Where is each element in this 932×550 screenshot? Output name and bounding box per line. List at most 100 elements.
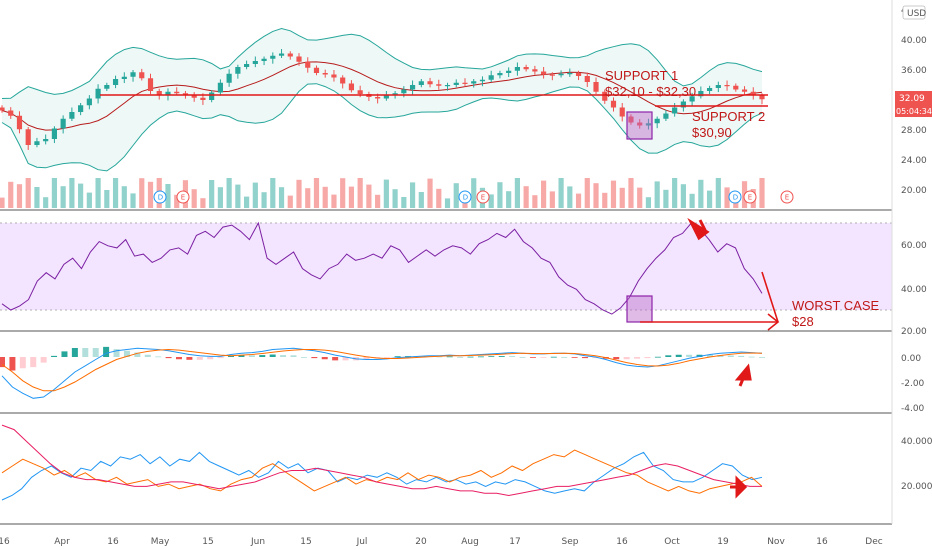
macd-hist-bar (228, 355, 235, 357)
macd-hist-bar (144, 354, 151, 357)
time-tick: May (151, 537, 170, 547)
macd-hist-bar (696, 354, 703, 357)
support-2-value: $30,90 (692, 125, 732, 140)
last-price-tag (895, 91, 932, 104)
volume-bar (313, 178, 320, 208)
price-highlight-box (626, 111, 653, 140)
volume-bar (366, 184, 372, 208)
price-tick: 28.00 (901, 126, 927, 136)
rsi-tick: 60.00 (901, 241, 927, 251)
volume-bar (331, 194, 337, 208)
macd-hist-bar (269, 354, 276, 357)
macd-hist-bar (706, 354, 713, 357)
candle-body (488, 75, 494, 80)
volume-bar (672, 178, 678, 208)
candle-body (619, 107, 625, 117)
candle-body (296, 56, 302, 62)
signal-series (1, 348, 763, 392)
dmi-right-arrow-icon (730, 475, 748, 499)
rsi-peak-arrow-icon (687, 217, 710, 241)
candle-body (252, 61, 258, 64)
event-badge[interactable]: D (153, 190, 167, 204)
volume-bar (610, 180, 617, 208)
worst-case-value: $28 (792, 314, 814, 329)
time-tick: 19 (717, 537, 729, 547)
macd-axis[interactable]: 0.00 -2.00 -4.00 (901, 354, 925, 414)
price-panel-bg (0, 0, 892, 210)
macd-hist-bar (123, 350, 130, 357)
time-axis[interactable]: 16 Apr 16 May 15 Jun 15 Jul 20 Aug 17 Sep 16 Oct 19 Nov… (0, 537, 883, 547)
event-badge[interactable]: E (780, 190, 794, 204)
candle-body (575, 73, 582, 76)
volume-bar (16, 184, 23, 208)
event-badge[interactable]: D (458, 190, 472, 204)
volume-bar (575, 193, 582, 208)
candle-body (654, 118, 660, 124)
candle-body (541, 71, 547, 75)
macd-hist-bar (582, 357, 589, 359)
worst-case-title: WORST CASE (792, 298, 879, 313)
volume-bar (602, 192, 608, 208)
volume-bar (663, 189, 669, 208)
currency-badge-bg (902, 5, 926, 20)
volume-bar (43, 197, 49, 208)
macd-hist-bar (665, 355, 672, 357)
macd-hist-bar (759, 357, 765, 358)
candle-body (340, 77, 346, 84)
worst-case-arrowhead (767, 313, 780, 331)
macd-hist-bar (321, 357, 328, 360)
price-tick: 36.00 (901, 66, 927, 76)
bb-upper (1, 27, 763, 99)
volume-bar (252, 182, 258, 208)
event-badge[interactable]: E (176, 190, 190, 204)
bb-lower (1, 83, 763, 172)
volume-bar (567, 186, 573, 208)
event-badge-ring (743, 190, 757, 204)
candle-body (637, 122, 643, 126)
rsi-axis[interactable]: 60.00 40.00 20.00 (901, 241, 927, 337)
macd-lines (1, 347, 763, 399)
candle-body (270, 55, 276, 59)
volume-bar (270, 178, 276, 208)
candle-body (348, 83, 355, 91)
event-badge[interactable]: E (743, 190, 757, 204)
macd-hist-bar (30, 357, 37, 368)
volume-bar (226, 178, 232, 208)
candle-body (672, 107, 678, 114)
time-tick: Sep (562, 537, 579, 547)
volume-bar (174, 194, 180, 208)
dmi-tick: 40.0000 (901, 437, 932, 447)
candle-body (724, 85, 730, 87)
event-badge[interactable]: E (476, 190, 490, 204)
price-axis[interactable]: 4 USD 40.00 36.00 28.00 24.00 20.00 32.0… (895, 5, 932, 196)
candle-body (741, 89, 748, 92)
event-badge[interactable]: D (728, 190, 742, 204)
volume-bar (418, 192, 424, 208)
candle-body (549, 74, 555, 76)
candle-body (523, 67, 529, 70)
bollinger-band-fill (2, 28, 762, 171)
event-badge-letter: D (463, 194, 468, 202)
volume-bar (296, 179, 302, 208)
dmi-axis[interactable]: 40.0000 20.0000 (901, 437, 932, 492)
volume-bar (645, 197, 652, 208)
macd-hist-bar (280, 355, 287, 357)
volume-bar (549, 191, 555, 208)
time-tick: 16 (0, 537, 10, 547)
macd-hist-bar (592, 357, 599, 359)
macd-hist-bar (738, 355, 745, 357)
event-badge-ring (153, 190, 167, 204)
time-tick: Jun (250, 537, 265, 547)
macd-hist-bar (0, 357, 5, 368)
volume-bar (348, 186, 355, 208)
time-tick: 16 (107, 537, 119, 547)
volume-bar (51, 178, 58, 208)
volume-bar (8, 181, 14, 208)
time-tick: 15 (300, 537, 311, 547)
volume-bar (471, 178, 477, 208)
macd-hist-bar (519, 357, 526, 358)
time-tick: 16 (816, 537, 828, 547)
rsi-tick: 20.00 (901, 327, 927, 337)
